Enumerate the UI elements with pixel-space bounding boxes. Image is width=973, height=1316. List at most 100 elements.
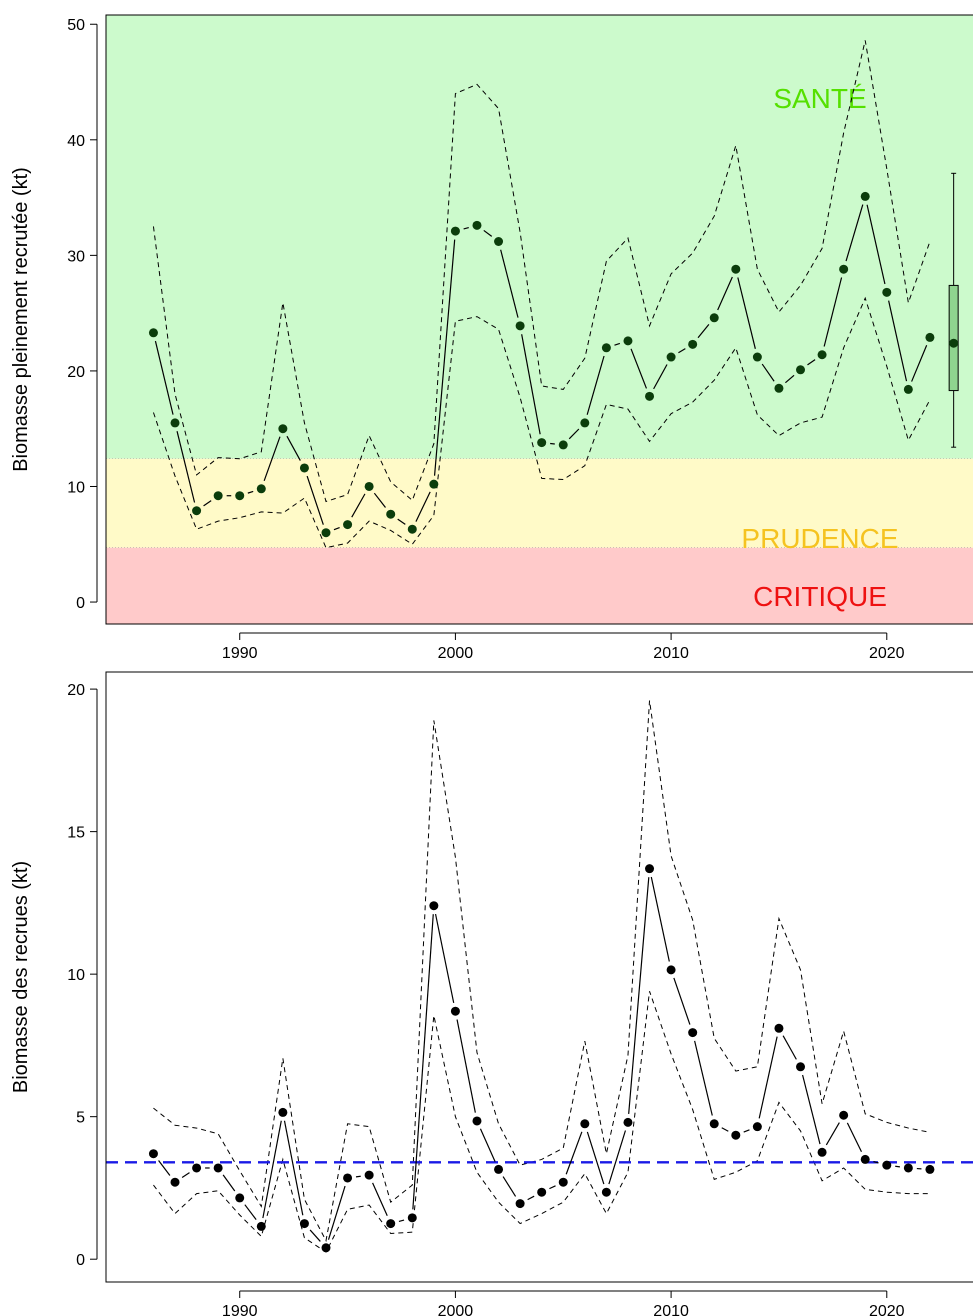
zone-label: PRUDENCE (741, 523, 898, 554)
estimate-line-segment (433, 239, 456, 476)
zone-label: SANTÉ (773, 83, 866, 114)
y-tick-label: 40 (67, 133, 85, 150)
estimate-point (213, 1163, 223, 1173)
estimate-point (925, 332, 935, 342)
estimate-point (450, 226, 460, 236)
estimate-point (601, 1187, 611, 1197)
y-axis: 0 10 20 30 40 50 (67, 17, 98, 612)
estimate-point (364, 1170, 374, 1180)
estimate-line-segment (845, 204, 864, 262)
y-tick-label: 10 (67, 479, 85, 496)
estimate-point (278, 424, 288, 434)
estimate-line-segment (911, 345, 928, 382)
estimate-line-segment (412, 914, 434, 1210)
estimate-point (235, 1193, 245, 1203)
estimate-point (407, 1213, 417, 1223)
estimate-point (860, 191, 870, 201)
upper-ci-line (153, 700, 931, 1243)
projection-boxplot (948, 172, 959, 448)
estimate-point (688, 339, 698, 349)
estimate-point (817, 1147, 827, 1157)
estimate-point (386, 509, 396, 519)
estimate-line-segment (483, 229, 493, 237)
y-tick-label: 50 (67, 17, 85, 34)
estimate-point (925, 1164, 935, 1174)
estimate-line-segment (549, 1185, 556, 1190)
estimate-point (558, 440, 568, 450)
estimate-point (321, 1243, 331, 1253)
estimate-line-segment (673, 977, 691, 1025)
estimate-line-segment (286, 435, 301, 461)
x-tick-label: 2010 (653, 645, 689, 662)
estimate-line-segment (176, 431, 196, 503)
estimate-line-segment (717, 276, 733, 311)
estimate-point (580, 1119, 590, 1129)
estimate-point (364, 481, 374, 491)
plot-frame (105, 671, 973, 1283)
estimate-point (472, 220, 482, 230)
estimate-point (170, 418, 180, 428)
estimate-line-segment (203, 500, 212, 507)
x-tick-label: 1990 (222, 645, 258, 662)
estimate-point (515, 1199, 525, 1209)
estimate-line-segment (306, 475, 324, 525)
estimate-line-segment (351, 493, 366, 518)
estimate-point (213, 491, 223, 501)
estimate-line-segment (262, 1120, 282, 1219)
estimate-point (256, 1221, 266, 1231)
estimate-line-segment (500, 249, 519, 318)
estimate-line-segment (434, 913, 455, 1003)
estimate-point (192, 506, 202, 516)
estimate-line-segment (614, 342, 621, 346)
estimate-line-segment (608, 1130, 627, 1185)
estimate-point (860, 1154, 870, 1164)
estimate-line-segment (283, 1120, 304, 1216)
x-tick-label: 2000 (438, 645, 474, 662)
estimate-line-segment (807, 359, 816, 366)
estimate-line-segment (743, 1129, 750, 1133)
y-tick-label: 0 (76, 1252, 85, 1269)
estimate-line-segment (697, 323, 710, 339)
y-tick-label: 15 (67, 825, 85, 842)
estimate-point (731, 264, 741, 274)
estimate-line-segment (568, 428, 580, 440)
estimate-point (343, 520, 353, 530)
estimate-point (558, 1177, 568, 1187)
estimate-point (537, 438, 547, 448)
estimate-point (623, 336, 633, 346)
estimate-line-segment (244, 1204, 257, 1220)
estimate-point (752, 1122, 762, 1132)
estimate-line-segment (373, 492, 386, 508)
estimate-line-segment (628, 877, 650, 1114)
estimate-line-segment (158, 1160, 171, 1176)
estimate-line-segment (181, 1172, 190, 1179)
estimate-point (645, 864, 655, 874)
estimate-point (774, 1023, 784, 1033)
estimate-point (580, 418, 590, 428)
y-axis-title: Biomasse pleinement recrutée (kt) (10, 167, 32, 472)
estimate-point (903, 384, 913, 394)
estimate-line-segment (846, 1122, 863, 1153)
x-tick-label: 2010 (653, 1303, 689, 1316)
estimate-line-segment (873, 1161, 879, 1164)
boxplot-box (948, 284, 959, 392)
estimate-line-segment (866, 204, 886, 285)
zone-band (106, 547, 973, 624)
estimate-point (494, 1164, 504, 1174)
panel-recruit-biomass: 1990 2000 2010 2020 0 5 10 15 20 Biomasse des r… (10, 671, 973, 1316)
x-tick-label: 2020 (869, 645, 905, 662)
y-tick-label: 20 (67, 682, 85, 699)
estimate-point (192, 1163, 202, 1173)
estimate-line-segment (782, 1035, 797, 1060)
lower-ci-line (152, 296, 931, 549)
y-tick-label: 10 (67, 967, 85, 984)
estimate-point (796, 365, 806, 375)
status-zones (106, 15, 973, 624)
estimate-line-segment (653, 364, 668, 390)
estimate-point (235, 491, 245, 501)
estimate-point (688, 1028, 698, 1038)
estimate-point (321, 528, 331, 538)
estimate-point (386, 1219, 396, 1229)
estimate-line-segment (372, 1182, 388, 1217)
